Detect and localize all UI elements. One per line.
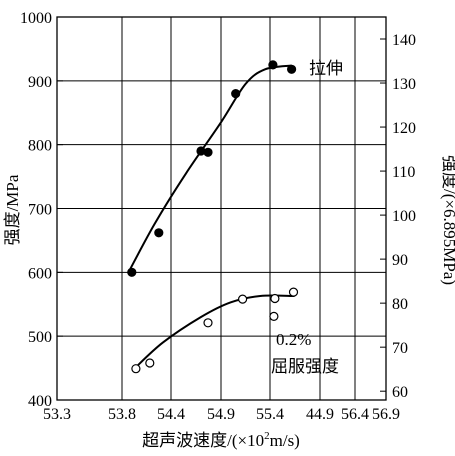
y2-tick-label: 90: [392, 252, 408, 269]
x-axis-title-tail: m/s): [270, 431, 300, 450]
y2-tick-label: 70: [392, 340, 408, 357]
yield-fit-curve: [133, 294, 295, 370]
y2-tick-label: 80: [392, 296, 408, 313]
yield-data-point: [238, 294, 248, 304]
y-tick-label: 700: [28, 202, 52, 219]
fit-curves: [127, 64, 295, 370]
x-tick-label: 53.3: [43, 406, 71, 423]
yield-series-label-line1: 0.2%: [276, 330, 311, 349]
tensile-fit-curve: [127, 64, 292, 273]
x-axis-title-sup: 2: [264, 430, 270, 442]
x-tick-label: 54.4: [157, 406, 185, 423]
tensile-data-point: [127, 267, 137, 277]
tensile-data-point: [268, 60, 278, 70]
tensile-data-point: [287, 64, 297, 74]
tensile-data-point: [154, 228, 164, 238]
y2-tick-label: 130: [392, 76, 416, 93]
y-tick-label: 900: [28, 74, 52, 91]
y-tick-label: 600: [28, 265, 52, 282]
y2-tick-label: 60: [392, 384, 408, 401]
yield-series-label-line2: 屈服强度: [271, 357, 339, 376]
x-axis-title-main: 超声波速度/(×10: [142, 431, 264, 450]
y2-tick-label: 140: [392, 32, 416, 49]
y-tick-label: 500: [28, 329, 52, 346]
x-tick-label: 56.9: [372, 406, 400, 423]
yield-data-point: [131, 364, 141, 374]
tensile-data-point: [203, 147, 213, 157]
y2-tick-label: 100: [392, 208, 416, 225]
y-tick-label: 400: [28, 393, 52, 410]
y-axis-title: 强度/MPa: [3, 174, 22, 245]
tensile-data-point: [231, 88, 241, 99]
x-tick-label: 54.9: [207, 406, 235, 423]
x-tick-label: 55.4: [256, 406, 284, 423]
data-points: [127, 60, 299, 374]
x-tick-label: 53.8: [108, 406, 136, 423]
axis-ticks: 53.3 53.8 54.4 54.9 55.4 44.9 56.4 56.9 400 500 60…: [20, 10, 416, 423]
y-tick-label: 1000: [20, 10, 52, 27]
yield-data-point: [270, 293, 280, 304]
yield-data-point: [145, 358, 155, 368]
tensile-series-label: 拉伸: [309, 59, 343, 78]
y2-axis-title: 强度/(×6.895MPa): [440, 155, 455, 285]
x-tick-label: 56.4: [341, 406, 369, 423]
grid: [57, 17, 386, 400]
y2-tick-label: 110: [392, 164, 415, 181]
x-axis-title: 超声波速度/(×102m/s): [142, 430, 300, 450]
yield-data-point: [269, 311, 279, 321]
y-tick-label: 800: [28, 138, 52, 155]
x-tick-label: 44.9: [306, 406, 334, 423]
yield-data-point: [288, 287, 299, 297]
yield-data-point: [203, 318, 213, 328]
y2-tick-label: 120: [392, 120, 416, 137]
